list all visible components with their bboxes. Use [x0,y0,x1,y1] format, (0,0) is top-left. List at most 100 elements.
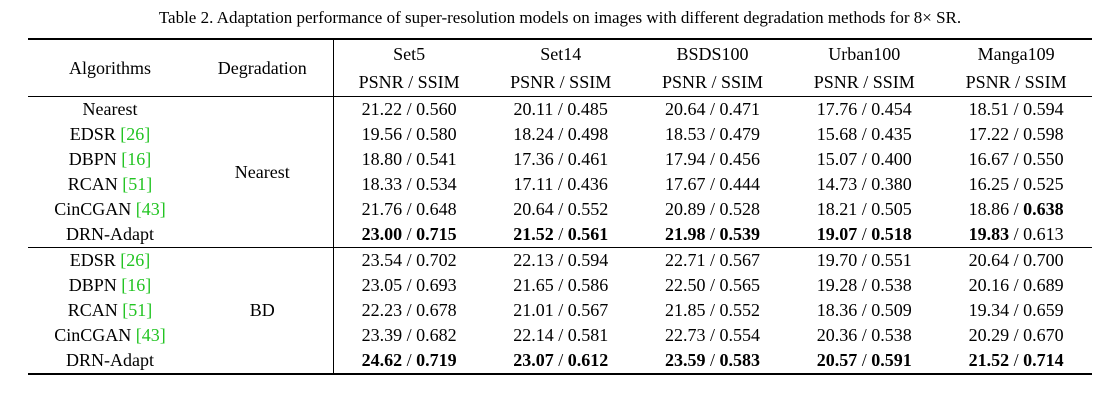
separator: / [1009,275,1024,295]
metric-cell: 23.59 / 0.583 [637,348,789,374]
ssim-value: 0.538 [871,325,912,345]
ssim-value: 0.436 [567,174,608,194]
algorithm-name: DRN-Adapt [66,350,154,370]
algorithm-name: Nearest [82,99,138,119]
psnr-value: 21.01 [513,300,554,320]
metric-cell: 23.05 / 0.693 [333,273,485,298]
separator: / [402,224,417,244]
algorithm-name: CinCGAN [54,199,132,219]
ssim-value: 0.581 [567,325,609,345]
ssim-value: 0.552 [719,300,761,320]
table-caption: Table 2. Adaptation performance of super… [158,8,962,27]
metric-cell: 20.11 / 0.485 [485,97,637,123]
metric-cell: 17.36 / 0.461 [485,147,637,172]
metric-cell: 17.94 / 0.456 [637,147,789,172]
metric-label: PSNR / SSIM [661,72,764,92]
separator: / [857,325,872,345]
psnr-value: 18.36 [816,300,858,320]
table-row: DBPN [16] 23.05 / 0.693 21.65 / 0.586 22.50… [28,273,1092,298]
psnr-value: 23.00 [361,224,403,244]
psnr-value: 23.59 [664,350,706,370]
separator: / [705,300,720,320]
algorithm-cell: CinCGAN [43] [28,197,192,222]
metric-cell: 19.34 / 0.659 [940,298,1092,323]
metric-cell: 23.54 / 0.702 [333,248,485,274]
metric-cell: 23.07 / 0.612 [485,348,637,374]
metric-cell: 21.65 / 0.586 [485,273,637,298]
separator: / [705,325,720,345]
table-row: CinCGAN [43] 23.39 / 0.682 22.14 / 0.581 22… [28,323,1092,348]
separator: / [553,350,568,370]
algorithm-name: DBPN [68,275,117,295]
ssim-value: 0.541 [416,149,457,169]
ssim-value: 0.613 [1023,224,1064,244]
ssim-value: 0.539 [719,224,761,244]
metric-cell: 17.76 / 0.454 [788,97,940,123]
psnr-value: 18.80 [361,149,403,169]
citation: [51] [122,174,153,194]
ssim-value: 0.678 [416,300,457,320]
ssim-value: 0.461 [567,149,609,169]
metric-cell: 17.22 / 0.598 [940,122,1092,147]
ssim-value: 0.498 [567,124,609,144]
metric-cell: 23.39 / 0.682 [333,323,485,348]
metric-cell: 20.64 / 0.471 [637,97,789,123]
separator: / [1009,124,1024,144]
psnr-value: 19.07 [816,224,858,244]
ssim-value: 0.700 [1023,250,1064,270]
algorithm-name: EDSR [69,124,116,144]
metric-cell: 17.11 / 0.436 [485,172,637,197]
metric-cell: 18.33 / 0.534 [333,172,485,197]
ssim-value: 0.525 [1023,174,1064,194]
header-cell: BSDS100 PSNR / SSIM [637,39,789,97]
algorithm-name: DRN-Adapt [66,224,154,244]
psnr-value: 17.76 [816,99,858,119]
psnr-value: 22.13 [513,250,554,270]
table-row: RCAN [51] 18.33 / 0.534 17.11 / 0.436 17.67… [28,172,1092,197]
psnr-value: 24.62 [361,350,403,370]
separator: / [857,99,872,119]
psnr-value: 17.22 [968,124,1010,144]
algorithm-cell: DRN-Adapt [28,222,192,248]
ssim-value: 0.583 [719,350,761,370]
psnr-value: 15.68 [816,124,858,144]
ssim-value: 0.538 [871,275,912,295]
metric-cell: 19.28 / 0.538 [788,273,940,298]
dataset-name: Set14 [540,44,582,64]
separator: / [553,250,568,270]
ssim-value: 0.380 [871,174,912,194]
ssim-value: 0.561 [567,224,609,244]
metric-cell: 22.73 / 0.554 [637,323,789,348]
separator: / [705,199,720,219]
ssim-value: 0.719 [416,350,457,370]
ssim-value: 0.552 [567,199,609,219]
ssim-value: 0.456 [719,149,761,169]
algorithm-cell: Nearest [28,97,192,123]
table-row: DRN-Adapt 24.62 / 0.719 23.07 / 0.612 23.59… [28,348,1092,374]
metric-cell: 21.52 / 0.714 [940,348,1092,374]
separator: / [1009,149,1024,169]
separator: / [553,224,568,244]
psnr-value: 19.28 [816,275,858,295]
separator: / [1009,350,1024,370]
ssim-value: 0.485 [567,99,608,119]
algorithm-cell: RCAN [51] [28,298,192,323]
metric-label: PSNR / SSIM [510,72,612,92]
psnr-value: 20.11 [513,99,554,119]
metric-cell: 21.22 / 0.560 [333,97,485,123]
ssim-value: 0.580 [416,124,457,144]
ssim-value: 0.509 [871,300,912,320]
separator: / [553,199,568,219]
dataset-name: Urban100 [828,44,901,64]
separator: / [705,149,720,169]
psnr-value: 23.54 [361,250,403,270]
psnr-value: 21.52 [968,350,1010,370]
separator: / [553,124,568,144]
algorithm-cell: RCAN [51] [28,172,192,197]
results-table: Algorithms Degradation Set5 PSNR / SSIM Se… [28,38,1092,375]
metric-cell: 21.01 / 0.567 [485,298,637,323]
ssim-value: 0.648 [416,199,457,219]
psnr-value: 19.83 [968,224,1010,244]
metric-cell: 20.64 / 0.552 [485,197,637,222]
psnr-value: 20.64 [513,199,554,219]
